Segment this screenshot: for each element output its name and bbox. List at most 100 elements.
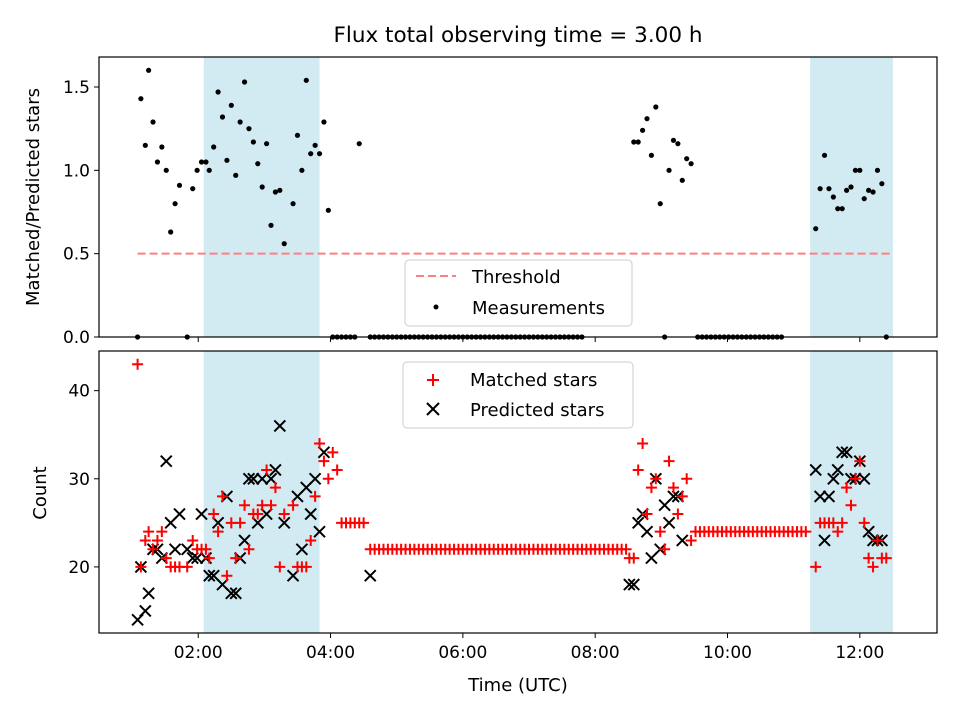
predicted-star-point (662, 516, 676, 530)
bottom-plot-frame (98, 350, 938, 634)
matched-legend-label: Matched stars (470, 370, 597, 391)
matched-star-points (132, 358, 892, 582)
matched-star-point (243, 543, 255, 555)
matched-star-point (287, 499, 299, 511)
measurement-point (268, 222, 274, 228)
matched-star-point (327, 446, 339, 458)
measurement-point (277, 187, 283, 193)
matched-star-point (645, 482, 657, 494)
matched-star-point (858, 517, 870, 529)
matched-star-point (654, 526, 666, 538)
predicted-star-point (229, 587, 242, 600)
matched-star-point (836, 517, 848, 529)
x-tick-label: 06:00 (438, 643, 487, 663)
matched-star-point (278, 508, 290, 520)
top-legend-box (404, 259, 633, 327)
predicted-star-point (195, 507, 208, 521)
predicted-star-point (667, 490, 680, 503)
bottom-shaded-region (810, 351, 893, 633)
matched-star-point (849, 473, 861, 485)
matched-star-point (269, 482, 281, 494)
top-shaded-region (810, 57, 893, 337)
top-y-tick-label: 0.0 (63, 328, 90, 348)
bottom-y-axis-label: Count (30, 466, 51, 519)
predicted-star-point (818, 534, 831, 547)
matched-star-point (672, 508, 684, 520)
matched-star-point (147, 543, 159, 555)
matched-star-point (637, 438, 649, 450)
matched-star-point (187, 534, 199, 546)
predicted-star-point (242, 472, 256, 485)
measurement-point (830, 194, 836, 200)
measurement-point (866, 187, 872, 193)
measurement-point (861, 196, 867, 202)
matched-star-point (318, 455, 330, 467)
x-tick-label: 04:00 (306, 643, 355, 663)
measurement-point (203, 159, 209, 165)
measurement-point (356, 141, 362, 147)
matched-star-point (800, 526, 812, 538)
predicted-star-point (831, 463, 844, 477)
bottom-x-axis: 02:00 04:00 06:00 08:00 10:00 12:00 (174, 633, 884, 663)
matched-star-point (234, 517, 246, 529)
bottom-legend: Matched stars Predicted stars (402, 361, 634, 429)
top-panel: 0.0 0.5 1.0 1.5 Matched/Predicted stars Thr… (23, 56, 938, 348)
matched-star-point (208, 508, 220, 520)
top-y-axis: 0.0 0.5 1.0 1.5 (63, 78, 99, 348)
matched-star-point (139, 534, 151, 546)
matched-star-point (239, 499, 251, 511)
matched-star-point (132, 358, 144, 370)
bottom-y-tick-label: 40 (68, 382, 90, 402)
predicted-star-point (142, 587, 155, 600)
measurement-point (194, 167, 200, 173)
matched-star-point (358, 517, 370, 529)
predicted-star-point (168, 543, 182, 556)
matched-star-point (261, 464, 273, 476)
measurement-point (176, 182, 183, 188)
measurement-point (150, 119, 156, 125)
matched-star-point (151, 534, 163, 546)
measurement-point (684, 156, 690, 162)
matched-star-point (212, 526, 224, 538)
matched-star-point (659, 543, 671, 555)
measurement-point (670, 137, 677, 143)
measurement-point (172, 201, 178, 207)
matched-star-point (331, 464, 343, 476)
top-plot-frame (98, 56, 938, 338)
predicted-star-point (278, 516, 291, 530)
predicted-star-point (676, 534, 689, 547)
matched-star-point (863, 552, 875, 564)
matched-star-point (305, 534, 317, 546)
measurement-point (852, 167, 859, 173)
measurement-point (228, 102, 234, 108)
measurement-point (142, 142, 148, 148)
matched-star-point (143, 526, 155, 538)
predicted-star-point (295, 543, 309, 556)
measurement-point (241, 79, 248, 85)
top-shaded-regions (203, 57, 893, 337)
predicted-legend-label: Predicted stars (470, 400, 604, 421)
measurement-point (843, 187, 850, 193)
measurement-point (874, 167, 881, 173)
bottom-y-tick-label: 30 (68, 470, 90, 490)
measurement-point (321, 119, 327, 125)
measurement-point (316, 151, 323, 157)
measurement-point (635, 139, 641, 145)
measurement-point (857, 167, 863, 173)
predicted-star-point (139, 604, 152, 618)
measurement-point (312, 142, 318, 148)
predicted-star-point (173, 507, 186, 521)
measurement-point (281, 241, 287, 247)
measurement-point (325, 207, 331, 213)
matched-star-point (156, 526, 168, 538)
x-tick-label: 10:00 (703, 643, 752, 663)
predicted-star-point (809, 463, 822, 477)
measurement-point (255, 161, 261, 167)
matched-star-point (314, 438, 326, 450)
matched-star-point (252, 508, 264, 520)
bottom-y-tick-label: 20 (68, 558, 90, 578)
measurement-point (299, 167, 305, 173)
matched-star-point (135, 561, 147, 573)
measurement-point (198, 159, 205, 165)
